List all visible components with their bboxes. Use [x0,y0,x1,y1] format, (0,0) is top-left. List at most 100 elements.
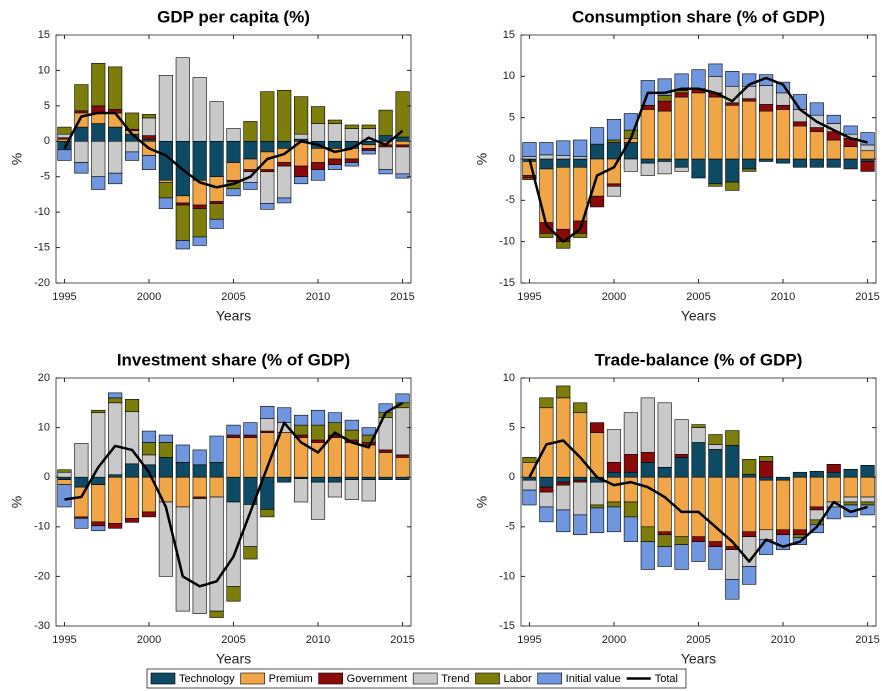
bar-segment [606,185,622,197]
bar-segment [606,506,622,533]
bar-segment [310,409,326,426]
bar-segment [243,422,258,436]
bar-segment [310,148,326,163]
bar-segment [691,541,706,562]
bar-segment [606,139,622,143]
bar-segment [556,158,571,168]
bar-segment [691,158,706,179]
x-axis-label: Years [681,651,716,667]
bar-segment [74,486,89,518]
bar-segment [395,457,410,478]
bar-segment [826,471,841,478]
bar-segment [209,462,224,478]
bar-segment [539,142,554,156]
bar-segment [623,516,638,542]
bar-segment [260,418,275,432]
bar-segment [640,452,655,463]
bar-segment [759,104,774,112]
bar-segment [623,158,638,172]
bar-segment [590,504,605,509]
bar-segment [522,457,537,463]
bar-segment [775,109,791,160]
y-tick-label: 10 [503,70,515,82]
y-tick-label: -5 [505,521,515,533]
x-tick-label: 2010 [771,634,795,646]
bar-segment [640,462,655,478]
bar-segment [792,125,807,160]
y-tick-label: -30 [34,620,50,632]
bar-segment [775,158,791,164]
x-tick-label: 2005 [221,634,245,646]
bar-segment [74,84,89,112]
bar-segment [590,422,605,433]
bar-segment [742,158,757,170]
bar-segment [590,143,605,160]
x-tick-label: 2005 [221,291,245,303]
legend-label: Government [347,673,408,685]
bar-segment [226,424,241,436]
bar-segment [395,146,410,175]
bar-segment [125,140,140,153]
bar-segment [674,536,689,545]
bar-segment [556,155,571,160]
total-line [63,111,404,189]
legend-label: Initial value [566,673,621,685]
bar-segment [327,123,342,142]
bar-segment [708,183,723,187]
bar-segment [826,158,841,168]
bar-segment [556,509,571,533]
bar-segment [125,112,140,130]
bar-segment [91,176,106,190]
bar-segment [175,57,190,142]
bar-segment [226,434,241,438]
bar-segment [539,476,554,488]
x-axis-label: Years [681,308,716,324]
legend-swatch [537,672,562,685]
bar-segment [192,204,207,209]
bar-segment [657,110,672,160]
bar-segment [74,443,89,478]
bar-segment [590,127,605,145]
bar-segment [809,158,824,168]
legend-label: Technology [179,673,235,685]
bar-segment [826,464,841,473]
bar-segment [809,131,824,160]
bar-segment [860,501,875,506]
x-axis-label: Years [216,651,251,667]
bar-segment [57,471,72,478]
bar-segment [277,197,292,204]
bar-segment [277,162,292,167]
bar-segment [226,162,241,181]
bar-segment [310,169,326,181]
bar-segment [725,430,740,446]
bar-segment [209,610,224,618]
plot-area: -15 -10 -5 0 5 10 1995 2000 2005 2010 2015 Trade-ba… [474,350,880,666]
bar-segment [91,484,106,523]
bar-segment [327,158,342,165]
bar-segment [175,240,190,250]
bar-segment [759,456,774,462]
bar-segment [91,140,106,178]
bar-segment [243,546,258,560]
bar-segment [395,144,410,148]
bar-segment [158,457,173,478]
bar-segment [141,430,157,443]
bar-segment [294,165,309,178]
bar-segment [209,496,224,612]
bar-segment [539,506,554,523]
bar-segment [573,412,588,478]
y-tick-label: -15 [34,241,50,253]
bar-segment [209,476,224,498]
bar-segment [708,541,723,547]
bar-segment [344,479,359,500]
bar-segment [395,173,410,179]
bar-segment [192,464,207,478]
bar-segment [327,476,342,483]
y-tick-label: 5 [44,100,50,112]
bar-segment [226,140,241,163]
bar-segment [657,100,672,112]
legend-label: Labor [504,673,532,685]
bar-segment [556,481,571,486]
bar-segment [57,469,72,473]
bar-segment [775,81,791,94]
